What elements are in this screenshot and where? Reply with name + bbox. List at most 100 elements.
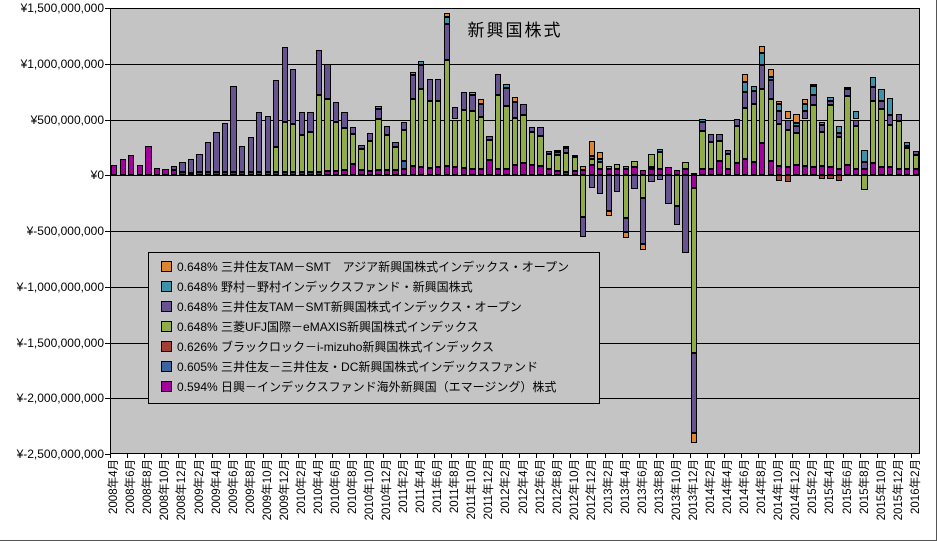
bar-segment [307,132,314,173]
bar-segment [571,170,578,176]
bar-segment [383,170,391,176]
bar-segment [759,45,766,53]
x-axis-label: 2010年4月 [312,459,325,514]
bar-segment [639,244,647,250]
bar-segment [767,77,774,81]
bar-segment [878,100,885,110]
bar-segment [469,110,476,169]
x-axis-label: 2014年12月 [790,459,803,521]
bar-segment [614,168,621,176]
bar-segment [605,166,612,169]
bar-segment [597,159,604,162]
legend-box: 0.648% 三井住友TAM－SMT アジア新興国株式インデックス・オープン 0.… [148,252,600,404]
bar-segment [443,166,450,176]
bar-segment [230,171,237,176]
x-axis-tick [860,454,862,458]
bar-segment [332,102,340,122]
x-axis-tick [348,454,350,458]
x-axis-tick [706,454,708,458]
bar-segment [400,121,408,130]
bar-segment [810,86,817,95]
x-axis-label: 2012年8月 [551,459,564,514]
legend-item: 0.648% 三井住友TAM－SMT アジア新興国株式インデックス・オープン [161,260,599,280]
bar-segment [392,147,399,170]
bar-segment [315,50,323,95]
x-axis-label: 2010年2月 [295,459,308,514]
bar-segment [776,123,783,167]
bar-segment [631,160,638,168]
bar-segment [366,170,374,176]
x-axis-label: 2011年8月 [449,459,462,514]
x-axis-tick [877,454,879,458]
x-axis-tick [843,454,845,458]
bar-segment [767,80,774,100]
bar-segment [452,107,459,120]
x-axis-label: 2012年2月 [500,459,513,514]
bar-segment [707,133,715,142]
bar-segment [861,149,868,162]
bar-segment [298,172,305,176]
bar-segment [682,168,689,176]
bar-segment [597,152,604,160]
bar-segment [673,175,681,207]
bar-segment [742,74,749,82]
x-axis-label: 2014年10月 [773,459,786,521]
bar-segment [861,161,868,169]
bar-segment [707,168,715,176]
bar-segment [588,165,595,176]
bar-segment [912,150,919,156]
bar-segment [221,171,229,176]
bar-segment [409,75,416,99]
bar-segment [622,168,629,176]
legend-swatch-icon [161,361,172,372]
bar-segment [358,149,365,171]
y-axis-label: ¥-1,500,000,000 [16,335,104,350]
bar-segment [111,165,118,176]
legend-swatch-icon [161,341,172,352]
bar-segment [452,119,459,168]
bar-segment [119,159,126,176]
bar-segment [767,69,774,78]
bar-segment [776,175,783,181]
x-axis-tick [809,454,811,458]
bar-segment [588,158,595,166]
bar-segment [835,168,843,176]
legend-label: 0.594% 日興－インデックスファンド海外新興国（エマージング）株式 [177,380,557,394]
bar-segment [639,169,647,176]
x-axis-tick [110,454,111,458]
x-axis-label: 2008年12月 [176,459,189,521]
bar-segment [443,23,450,61]
x-axis-tick [212,454,214,458]
bar-segment [196,172,203,176]
bar-segment [818,131,826,167]
bar-segment [904,148,911,169]
x-axis-tick [229,454,231,458]
x-axis-tick [485,454,487,458]
bar-segment [716,160,723,176]
bar-segment [366,133,374,142]
bar-segment [895,113,902,121]
bar-segment [861,175,868,190]
bar-segment [418,167,425,176]
x-axis-label: 2012年12月 [585,459,598,521]
y-axis-tick [105,175,110,177]
bar-segment [528,165,536,176]
legend-swatch-icon [161,381,172,392]
x-axis-tick [451,454,453,458]
bar-segment [827,175,834,179]
bar-segment [264,115,271,173]
x-axis-label: 2014年6月 [739,459,752,514]
bar-segment [904,141,911,147]
y-axis-label: ¥-500,000,000 [26,224,104,238]
legend-swatch-icon [161,301,172,312]
bar-segment [690,432,698,443]
bar-segment [562,152,570,172]
bar-segment [520,115,527,163]
bar-segment [460,168,467,176]
bar-segment [878,89,885,101]
bar-segment [341,112,348,128]
bar-segment [690,187,698,353]
x-axis-tick [519,454,521,458]
bar-segment [469,92,476,95]
bar-segment [699,118,706,122]
